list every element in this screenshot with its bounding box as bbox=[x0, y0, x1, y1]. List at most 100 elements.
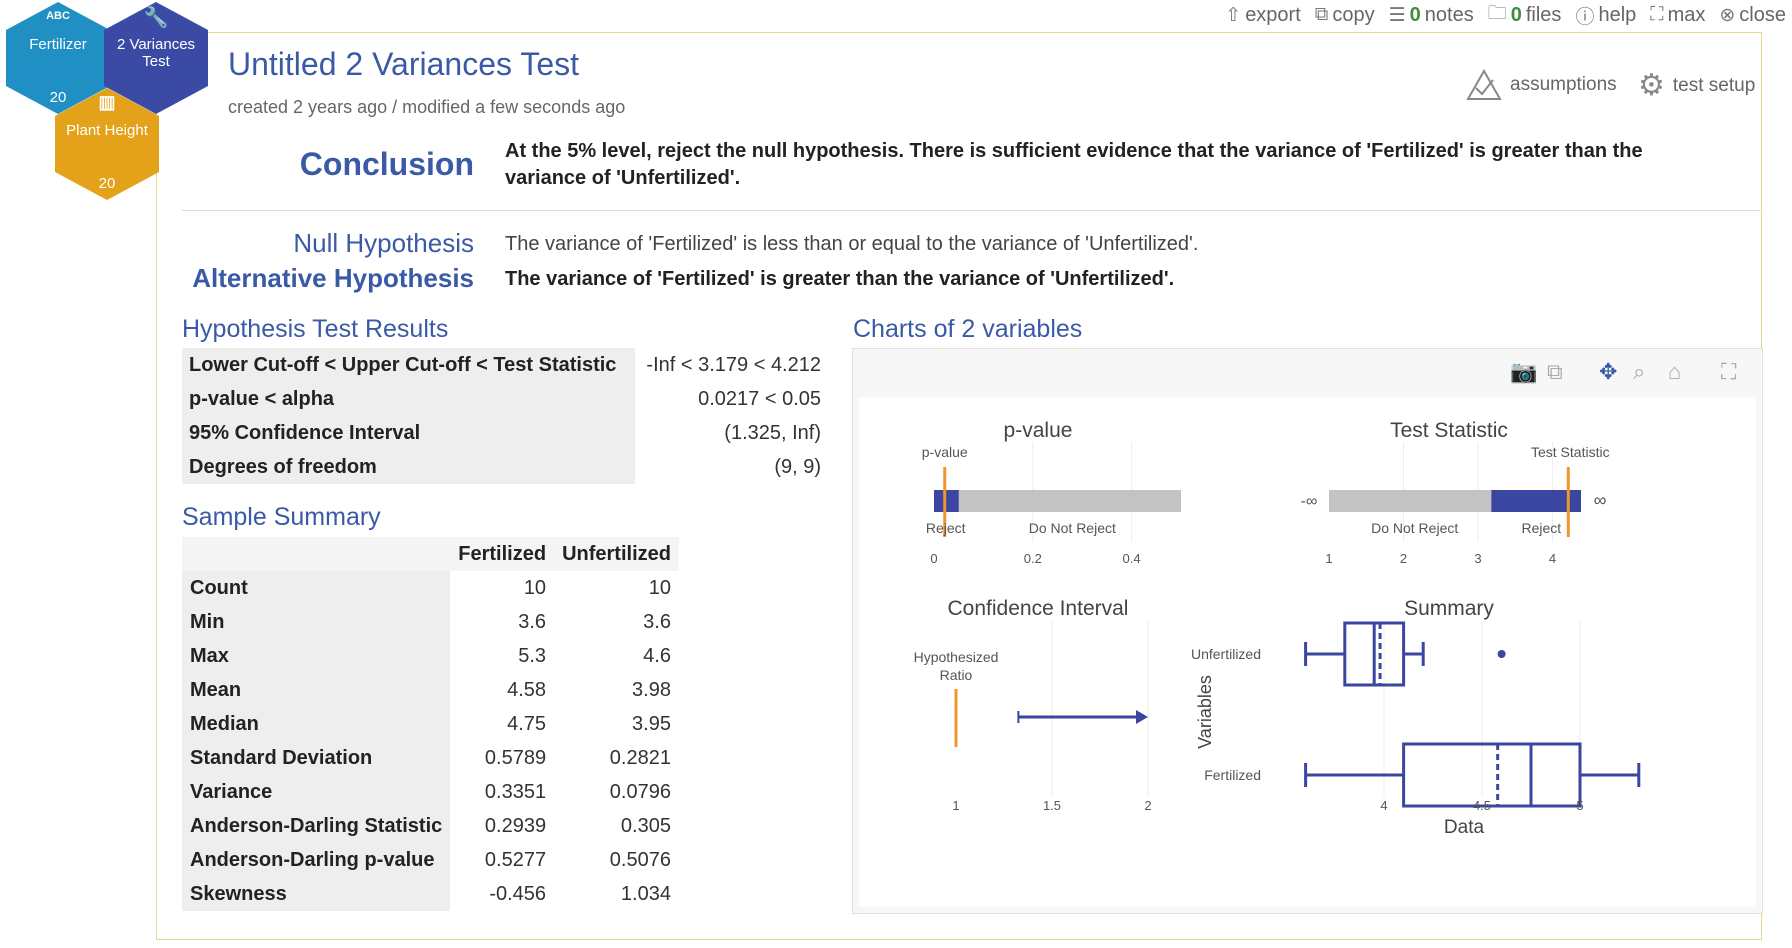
chart-title: Test Statistic bbox=[1390, 419, 1508, 442]
gear-icon: ⚙ bbox=[1638, 69, 1665, 102]
tick-label: 2 bbox=[1144, 798, 1151, 813]
table-row: Skewness -0.456 1.034 bbox=[182, 877, 679, 911]
do-not-reject-bar bbox=[934, 490, 1181, 512]
chart-title: Summary bbox=[1404, 597, 1494, 620]
folder-icon: 🗀 bbox=[1487, 3, 1507, 24]
x-axis-label: Data bbox=[1444, 817, 1485, 838]
alternative-hypothesis-label: Alternative Hypothesis bbox=[192, 263, 474, 293]
table-row: Median 4.75 3.95 bbox=[182, 707, 679, 741]
region-label: Do Not Reject bbox=[1371, 520, 1458, 536]
chart-title: Confidence Interval bbox=[948, 597, 1129, 620]
tick-label: 1 bbox=[952, 798, 959, 813]
tick-label: 4 bbox=[1380, 798, 1387, 813]
table-row: Anderson-Darling p-value 0.5277 0.5076 bbox=[182, 843, 679, 877]
copy-chart-icon[interactable]: ⧉ bbox=[1547, 359, 1563, 384]
table-row: Anderson-Darling Statistic 0.2939 0.305 bbox=[182, 809, 679, 843]
copy-icon: ⧉ bbox=[1314, 4, 1329, 25]
copy-button[interactable]: ⧉ copy bbox=[1314, 3, 1375, 26]
files-count: 0 bbox=[1510, 3, 1522, 26]
table-row: Count 10 10 bbox=[182, 571, 679, 605]
tick-label: 0 bbox=[930, 551, 937, 566]
count-badge: 20 bbox=[49, 89, 67, 106]
close-button[interactable]: ⊗ close bbox=[1719, 3, 1786, 26]
help-icon: ⓘ bbox=[1575, 6, 1595, 28]
table-row: 95% Confidence Interval (1.325, Inf) bbox=[182, 416, 828, 450]
charts-svg: p-value p-value Reject Do Not Reject 0 0.2 0.4… bbox=[914, 419, 1641, 838]
chart-title: p-value bbox=[1004, 419, 1073, 442]
count-badge: 20 bbox=[98, 175, 116, 192]
series-label: Unfertilized bbox=[1191, 646, 1261, 662]
tick-label: 1.5 bbox=[1043, 798, 1061, 813]
table-row: Lower Cut-off < Upper Cut-off < Test Sta… bbox=[182, 348, 828, 382]
divider bbox=[182, 210, 1762, 211]
page-title[interactable]: Untitled 2 Variances Test bbox=[228, 46, 579, 82]
table-row: Max 5.3 4.6 bbox=[182, 639, 679, 673]
marker-label: p-value bbox=[922, 444, 968, 460]
results-title: Hypothesis Test Results bbox=[182, 315, 449, 343]
home-icon[interactable]: ⌂ bbox=[1668, 359, 1682, 384]
pan-icon[interactable]: ✥ bbox=[1599, 359, 1618, 384]
table-row: p-value < alpha 0.0217 < 0.05 bbox=[182, 382, 828, 416]
interval-arrow bbox=[1136, 710, 1148, 724]
conclusion-label: Conclusion bbox=[299, 146, 474, 182]
reject-bar bbox=[1491, 490, 1581, 512]
box bbox=[1402, 742, 1582, 808]
marker-label: Hypothesized bbox=[914, 649, 999, 665]
export-button[interactable]: ⇧ export bbox=[1225, 3, 1301, 26]
tick-label: 2 bbox=[1400, 551, 1407, 566]
conclusion-text: At the 5% level, reject the null hypothe… bbox=[505, 140, 1643, 189]
summary-title: Sample Summary bbox=[182, 503, 381, 531]
marker-label: Test Statistic bbox=[1531, 444, 1610, 460]
zoom-icon[interactable]: ⌕ bbox=[1633, 359, 1646, 384]
tick-label: 5 bbox=[1576, 798, 1583, 813]
page-subtitle: created 2 years ago / modified a few sec… bbox=[228, 97, 626, 117]
results-table: Lower Cut-off < Upper Cut-off < Test Sta… bbox=[182, 348, 828, 484]
tick-label: 4 bbox=[1549, 551, 1556, 566]
y-axis-label: Variables bbox=[1195, 675, 1215, 749]
close-icon: ⊗ bbox=[1719, 4, 1736, 26]
table-row: Mean 4.58 3.98 bbox=[182, 673, 679, 707]
table-row: Standard Deviation 0.5789 0.2821 bbox=[182, 741, 679, 775]
marker-label: Ratio bbox=[940, 667, 973, 683]
table-header-row: Fertilized Unfertilized bbox=[182, 537, 679, 571]
chart-panel: 📷 ⧉ ✥ ⌕ ⌂ ⛶ p-value p-value Reject Do Not R… bbox=[852, 348, 1763, 914]
files-button[interactable]: 🗀 0 files bbox=[1488, 0, 1562, 31]
do-not-reject-bar bbox=[1329, 490, 1492, 512]
null-hypothesis-text: The variance of 'Fertilized' is less tha… bbox=[505, 233, 1199, 255]
camera-icon[interactable]: 📷 bbox=[1510, 359, 1538, 384]
export-icon: ⇧ bbox=[1225, 4, 1242, 26]
wrench-icon: 🔧 bbox=[143, 7, 169, 29]
tick-label: 0.2 bbox=[1024, 551, 1042, 566]
tick-label: 0.4 bbox=[1123, 551, 1141, 566]
help-button[interactable]: ⓘ help bbox=[1575, 3, 1637, 28]
notes-count: 0 bbox=[1409, 3, 1421, 26]
table-row: Degrees of freedom (9, 9) bbox=[182, 450, 828, 484]
bar-chart-icon: ▥ bbox=[98, 92, 116, 112]
alternative-hypothesis-text: The variance of 'Fertilized' is greater … bbox=[505, 268, 1175, 290]
outlier-point bbox=[1497, 650, 1506, 658]
chart-area: p-value p-value Reject Do Not Reject 0 0.2 0.4… bbox=[859, 397, 1756, 907]
summary-table: Fertilized Unfertilized Count 10 10 Min 3.6 3… bbox=[182, 537, 679, 911]
column-header: Unfertilized bbox=[554, 537, 679, 571]
list-icon: ☰ bbox=[1388, 4, 1406, 26]
notes-button[interactable]: ☰ 0 notes bbox=[1388, 3, 1474, 26]
tick-label: 3 bbox=[1474, 551, 1481, 566]
column-header: Fertilized bbox=[450, 537, 555, 571]
region-label: Do Not Reject bbox=[1029, 520, 1116, 536]
reject-bar bbox=[934, 490, 959, 512]
tick-label: 1 bbox=[1325, 551, 1332, 566]
test-setup-button[interactable]: ⚙ test setup bbox=[1638, 69, 1756, 102]
region-label: Reject bbox=[926, 520, 966, 536]
charts-title: Charts of 2 variables bbox=[853, 315, 1083, 343]
max-button[interactable]: ⛶ max bbox=[1650, 3, 1706, 26]
region-label: Reject bbox=[1521, 520, 1561, 536]
end-label: -∞ bbox=[1301, 493, 1318, 510]
series-label: Fertilized bbox=[1204, 767, 1261, 783]
assumptions-button[interactable]: assumptions bbox=[1466, 68, 1617, 102]
maximize-icon: ⛶ bbox=[1650, 4, 1664, 25]
fullscreen-icon[interactable]: ⛶ bbox=[1721, 359, 1737, 384]
table-row: Min 3.6 3.6 bbox=[182, 605, 679, 639]
tick-label: 4.5 bbox=[1473, 798, 1491, 813]
table-row: Variance 0.3351 0.0796 bbox=[182, 775, 679, 809]
null-hypothesis-label: Null Hypothesis bbox=[293, 228, 474, 258]
